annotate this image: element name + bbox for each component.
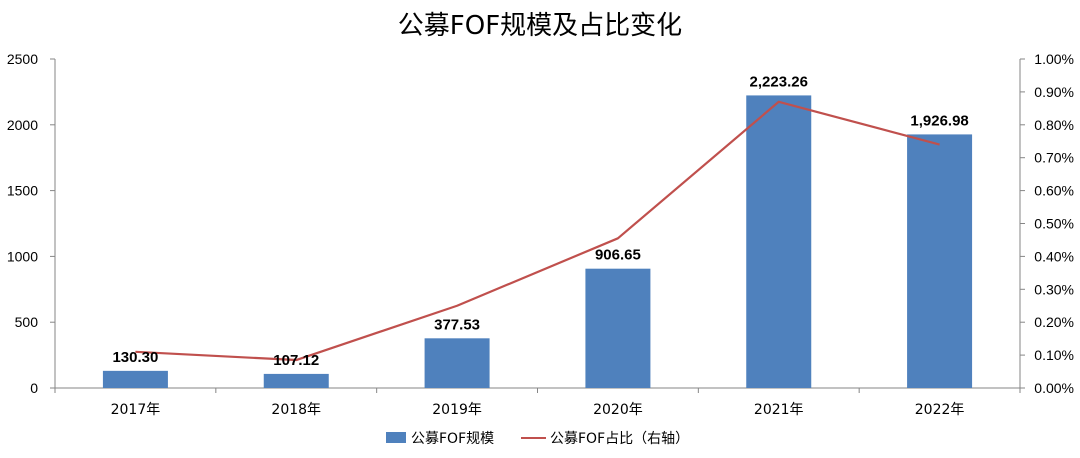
x-tick-label: 2017年 <box>111 402 161 418</box>
y-left-tick-label: 2000 <box>7 117 38 133</box>
chart-title: 公募FOF规模及占比变化 <box>398 11 682 41</box>
y-right-tick-label: 1.00% <box>1034 51 1074 67</box>
bar-data-label: 2,223.26 <box>750 73 808 90</box>
y-left-tick-label: 0 <box>30 380 38 396</box>
bar <box>907 134 973 388</box>
bar-data-label: 107.12 <box>273 352 319 369</box>
x-tick-label: 2018年 <box>271 402 321 418</box>
y-left-tick-label: 1000 <box>7 248 38 264</box>
line-path <box>135 100 940 362</box>
x-tick-label: 2019年 <box>432 402 482 418</box>
bar-data-label: 906.65 <box>595 247 641 264</box>
y-right-tick-label: 0.90% <box>1034 84 1074 100</box>
x-tick-label: 2020年 <box>593 402 643 418</box>
y-right-tick-label: 0.10% <box>1034 347 1074 363</box>
x-tick-label: 2022年 <box>915 402 965 418</box>
y-right-tick-label: 0.40% <box>1034 248 1074 264</box>
bar <box>585 268 651 388</box>
y-left-tick-label: 500 <box>15 314 39 330</box>
bar-data-label: 1,926.98 <box>910 112 968 129</box>
y-right-tick-label: 0.20% <box>1034 314 1074 330</box>
bar <box>102 370 168 388</box>
y-right-tick-label: 0.80% <box>1034 117 1074 133</box>
bar <box>746 95 812 389</box>
y-left-tick-label: 1500 <box>7 183 38 199</box>
data-labels: 130.30 107.12 377.53 906.65 2,223.26 1,926.98 <box>112 73 968 368</box>
legend: 公募FOF规模 公募FOF占比（右轴） <box>386 431 689 447</box>
bar <box>424 338 490 388</box>
axes: 0 500 1000 1500 2000 2500 0.00% 0.10% 0.20% 0.30%… <box>7 51 1074 418</box>
y-right-tick-label: 0.00% <box>1034 380 1074 396</box>
y-right-tick-label: 0.70% <box>1034 150 1074 166</box>
y-right-tick-label: 0.60% <box>1034 183 1074 199</box>
bar <box>263 373 329 388</box>
x-tick-label: 2021年 <box>754 402 804 418</box>
y-right-tick-label: 0.50% <box>1034 216 1074 232</box>
y-left-tick-label: 2500 <box>7 51 38 67</box>
bar-data-label: 377.53 <box>434 316 480 333</box>
line-series <box>135 100 940 362</box>
bars <box>102 95 973 389</box>
legend-bar-swatch <box>386 432 406 443</box>
y-right-tick-label: 0.30% <box>1034 281 1074 297</box>
bar-data-label: 130.30 <box>112 349 158 366</box>
legend-bar-label: 公募FOF规模 <box>411 431 494 447</box>
legend-line-label: 公募FOF占比（右轴） <box>550 431 689 447</box>
